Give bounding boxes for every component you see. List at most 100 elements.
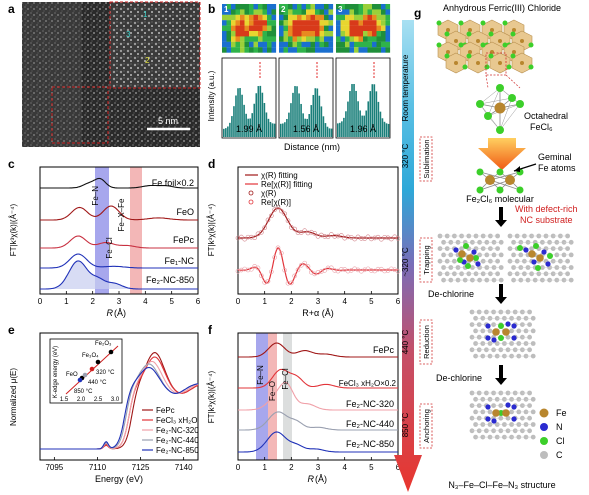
scale-bar-label: 5 nm [158,116,178,126]
e-legend-320: Fe₂-NC-320 [156,426,199,435]
d-point-chi [365,234,371,240]
dechlorine-arrow-1 [495,284,507,304]
b-map-2: 2 [279,4,334,53]
c-xtick: 0 [38,297,43,306]
d-point-re [395,268,401,274]
g-stage-sublimation: Sublimation [422,139,431,178]
d-point-re [319,269,324,274]
panel-c: c 0 1 2 3 4 5 6 Fe–N Fe–X–Fe Fe–Cl Fe foil×0.2… [8,157,201,318]
d-point-chi [252,235,257,241]
d-point-re [239,267,244,273]
e-inset-point-label: Fe₃O₄ [82,353,99,359]
temperature-arrow [394,20,422,492]
legend-c: C [556,450,563,460]
d-point-chi [242,236,247,242]
d-point-re [292,273,297,279]
b-map-label-2: 2 [281,5,286,14]
d-point-chi [269,213,274,219]
d-point-re [305,264,311,269]
d-point-chi [275,204,281,210]
d-legend-chi-fit: χ(R) fitting [261,171,298,180]
d-point-re [315,270,321,275]
panel-letter-a: a [8,2,15,16]
e-curve-850 [40,366,199,450]
e-inset-xtick: 2.0 [77,397,86,403]
c-xtick: 6 [196,297,201,306]
d-point-re [322,268,327,273]
f-xtick: 5 [369,463,374,472]
d-point-chi [245,234,251,240]
d-point-re [245,267,251,273]
g-fecl6: FeCl₆ [530,122,553,132]
g-dechlorine-2: De-chlorine [436,373,482,383]
g-stage-box-reduction [419,319,433,365]
d-point-re [242,266,247,272]
legend-n: N [556,422,563,432]
g-stage-box-trapping [419,237,433,283]
b-map-label-3: 3 [338,5,343,14]
c-xtick: 2 [90,297,95,306]
d-point-re [259,273,264,278]
e-inset-point-label: 440 °C [88,380,107,386]
d-point-chi [395,236,401,241]
c-xtick: 3 [117,297,122,306]
e-legend-440: Fe₂-NC-440 [156,436,199,445]
e-xtick: 7140 [175,463,193,472]
sublimation-arrow [478,138,526,170]
d-xtick: 0 [236,297,241,306]
g-octahedral: Octahedral [524,111,568,121]
f-xtick: 2 [289,463,294,472]
c-band-label-fe-x-fe: Fe–X–Fe [117,198,126,231]
b-xlabel: Distance (nm) [284,142,340,152]
panel-letter-c: c [8,157,15,171]
legend-cl: Cl [556,436,565,446]
e-axes [39,332,199,461]
fe2cl6-molecule [476,168,524,194]
g-geminal: Geminal [538,152,572,162]
g-sheet-trap-2 [507,233,574,283]
e-xtick: 7110 [89,463,107,472]
d-point-chi [305,230,311,236]
fecl3-crystal [436,19,534,74]
f-band-label-fe-n: Fe–N [256,365,265,385]
d-point-chi [292,226,297,232]
d-point-chi [272,207,277,212]
atom-label-2: 2 [145,56,150,65]
g-fe2cl6: Fe₂Cl₆ molecular [466,194,534,204]
e-inset-xtick: 2.5 [94,397,103,403]
c-curve-fe1-nc [40,253,198,269]
e-legend-fepc: FePc [156,406,175,415]
d-point-chi [339,233,344,238]
g-final-structure: N₃–Fe–Cl–Fe–N₃ structure [448,480,555,490]
d-point-re [249,266,254,272]
c-xtick: 1 [64,297,69,306]
d-point-re [285,280,291,286]
g-sheet-trap-1 [437,233,504,283]
b-profile-1: 1.99 Å [221,57,277,139]
e-legend-850: Fe₂-NC-850 [156,446,199,455]
e-inset-point-label: 850 °C [74,389,93,395]
zoom-region [51,86,109,144]
b-map-3: 3 [336,4,391,53]
d-xtick: 4 [342,297,347,306]
e-inset-xtick: 3.0 [111,397,120,403]
d-point-re [345,268,351,274]
d-point-re [302,260,307,266]
e-inset-point [89,366,95,372]
f-xtick: 6 [396,463,401,472]
c-curve-feo [40,205,198,221]
c-band-fe-n [95,167,109,294]
panel-letter-e: e [8,323,15,337]
d-point-chi [329,232,334,237]
d-legend-re-fit: Re[χ(R)] fitting [261,180,312,189]
e-inset-point [95,359,101,365]
d-point-re [339,267,344,272]
d-point-re [262,280,267,285]
d-point-chi [249,234,254,240]
f-curve-440 [238,411,398,431]
f-label-320: Fe₂-NC-320 [346,399,394,409]
b-profile-3: 1.96 Å [335,57,391,139]
f-label-440: Fe₂-NC-440 [346,419,394,429]
f-band-label-fe-cl: Fe–Cl [281,368,290,390]
